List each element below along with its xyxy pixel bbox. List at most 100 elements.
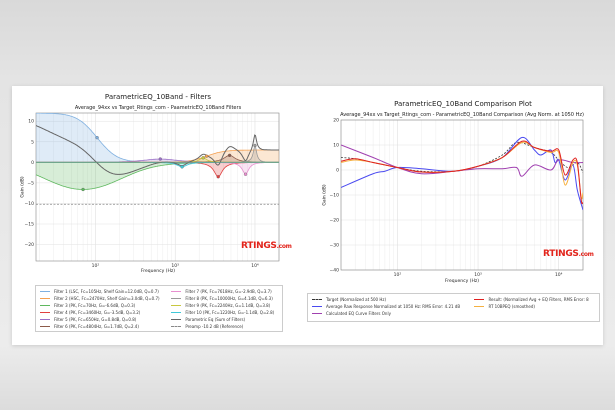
legend-swatch (171, 319, 182, 320)
legend-item-series-3: Calculated EQ Curve Filters Only (312, 310, 466, 317)
legend-label: Result: (Normalized Avg + EQ Filters, RM… (488, 297, 589, 302)
right-plot-area (341, 136, 583, 211)
legend-label: Preamp -10.2 dB (Reference) (185, 324, 244, 329)
legend-label: Calculated EQ Curve Filters Only (326, 311, 391, 316)
right-x-tick-label: 10³ (474, 272, 482, 278)
right-legend: Target (Normalized at 500 Hz) Average Raw… (307, 293, 600, 322)
right-chart-subtitle: Average_94xx vs Target_Rtings_com - Para… (340, 112, 584, 118)
legend-swatch (40, 291, 50, 292)
legend-item-filter-4: Filter 4 (PK, Fc=3460Hz, G=-3.5dB, Q=3.2… (40, 309, 163, 316)
legend-label: Filter 3 (PK, Fc=70Hz, G=-6.6dB, Q=0.3) (54, 303, 136, 308)
rtings-logo-right: RTINGS.com (543, 249, 594, 259)
legend-item-filter-9: Filter 9 (PK, Fc=2240Hz, G=1.1dB, Q=3.8) (171, 302, 278, 309)
right-x-axis-label: Frequency (Hz) (445, 279, 479, 284)
left-x-axis-label: Frequency (Hz) (141, 269, 175, 274)
filter-3-fill (36, 162, 279, 190)
legend-label: Filter 8 (PK, Fc=10000Hz, G=4.1dB, Q=6.3… (185, 296, 273, 301)
filter-10-marker (180, 165, 184, 169)
legend-swatch (171, 326, 182, 327)
filter-4-marker (216, 175, 220, 179)
legend-swatch (171, 291, 182, 292)
filter-1-fill (36, 113, 279, 163)
legend-swatch (40, 319, 50, 320)
legend-swatch (474, 299, 485, 300)
filter-2-marker (204, 154, 209, 158)
left-x-tick-label: 10⁴ (251, 263, 259, 269)
rtings-logo-left: RTINGS.com (241, 241, 292, 251)
legend-item-filter-7: Filter 7 (PK, Fc=7618Hz, G=-2.9dB, Q=3.7… (171, 288, 278, 295)
filter-7-marker (243, 172, 248, 176)
legend-label: Filter 6 (PK, Fc=4804Hz, G=1.7dB, Q=2.4) (54, 324, 139, 329)
legend-label: Filter 2 (HSC, Fc=2470Hz, Shelf Gain=3.0… (54, 296, 160, 301)
filter-5-marker (158, 157, 162, 161)
left-y-tick-label: 10 (28, 119, 34, 125)
left-y-tick-label: −20 (25, 242, 35, 248)
right-y-tick-label: −10 (330, 193, 340, 199)
legend-label: Filter 7 (PK, Fc=7618Hz, G=-2.9dB, Q=3.7… (185, 289, 272, 294)
legend-swatch (171, 305, 182, 306)
legend-label: Average Raw Response Normalized at 1050 … (326, 304, 461, 309)
legend-label: Filter 10 (PK, Fc=1220Hz, G=-1.1dB, Q=2.… (185, 310, 275, 315)
left-y-tick-label: 5 (31, 139, 34, 145)
legend-swatch (171, 298, 182, 299)
left-y-tick-label: −5 (27, 180, 34, 186)
filter-4-fill (36, 162, 279, 177)
left-y-tick-label: −15 (25, 222, 35, 228)
legend-swatch (40, 298, 50, 299)
legend-label: Target (Normalized at 500 Hz) (326, 297, 387, 302)
series-1-line (341, 141, 583, 173)
left-x-tick-label: 10³ (171, 263, 179, 269)
left-plot-frame (35, 112, 280, 262)
left-plot-area (36, 113, 279, 205)
right-y-tick-label: −40 (330, 268, 340, 274)
legend-swatch (474, 306, 485, 307)
legend-item-series-5: Result: (Normalized Avg + EQ Filters, RM… (474, 296, 595, 303)
filter-6-marker (227, 153, 232, 157)
legend-label: Filter 1 (LSC, Fc=105Hz, Shelf Gain=12.0… (54, 289, 159, 294)
legend-item-series-4: RT 10BPEQ (smoothed) (474, 303, 595, 310)
left-x-tick-label: 10² (92, 263, 100, 269)
legend-swatch (171, 312, 182, 313)
legend-swatch (312, 299, 322, 300)
right-x-tick-label: 10² (394, 272, 402, 278)
legend-item-filter-6: Filter 6 (PK, Fc=4804Hz, G=1.7dB, Q=2.4) (40, 323, 163, 330)
filter-8-marker (253, 143, 257, 148)
right-y-tick-label: −20 (330, 218, 340, 224)
legend-item-preamp: Preamp -10.2 dB (Reference) (171, 323, 278, 330)
left-chart-subtitle: Average_94xx vs Target_Rtings_com - Paam… (74, 105, 242, 111)
legend-swatch (40, 312, 50, 313)
legend-label: Filter 9 (PK, Fc=2240Hz, G=1.1dB, Q=3.8) (185, 303, 271, 308)
left-y-tick-label: −10 (25, 201, 35, 207)
legend-item-series-1: Target (Normalized at 500 Hz) (312, 296, 466, 303)
legend-swatch (312, 313, 322, 314)
right-y-tick-label: 0 (336, 168, 339, 174)
legend-swatch (40, 305, 50, 306)
series-5-line (341, 140, 583, 205)
legend-item-filter-3: Filter 3 (PK, Fc=70Hz, G=-6.6dB, Q=0.3) (40, 302, 163, 309)
legend-item-filter-1: Filter 1 (LSC, Fc=105Hz, Shelf Gain=12.0… (40, 288, 163, 295)
legend-item-filter-2: Filter 2 (HSC, Fc=2470Hz, Shelf Gain=3.0… (40, 295, 163, 302)
filter-5-fill (36, 159, 279, 163)
filter-3-marker (81, 187, 85, 192)
legend-label: RT 10BPEQ (smoothed) (488, 304, 535, 309)
legend-item-filter-10: Filter 10 (PK, Fc=1220Hz, G=-1.1dB, Q=2.… (171, 309, 278, 316)
filter-1-marker (95, 136, 99, 140)
right-y-tick-label: 20 (333, 118, 339, 124)
legend-item-sum: Parametric Eq (Sum of Filters) (171, 316, 278, 323)
legend-label: Parametric Eq (Sum of Filters) (185, 317, 246, 322)
legend-swatch (40, 326, 50, 327)
legend-label: Filter 5 (PK, Fc=650Hz, G=0.8dB, Q=0.8) (54, 317, 137, 322)
right-chart-title: ParametricEQ_10Band Comparison Plot (394, 100, 532, 108)
filter-9-marker (201, 156, 205, 160)
legend-label: Filter 4 (PK, Fc=3460Hz, G=-3.5dB, Q=3.2… (54, 310, 141, 315)
right-x-tick-label: 10⁴ (555, 272, 563, 278)
series-3-line (341, 144, 583, 177)
filter-7-fill (36, 162, 279, 175)
legend-swatch (312, 306, 322, 307)
right-y-tick-label: −30 (330, 243, 340, 249)
left-legend: Filter 1 (LSC, Fc=105Hz, Shelf Gain=12.0… (35, 285, 283, 332)
eq-sum-line (36, 125, 279, 175)
left-chart-title: ParametricEQ_10Band - Filters (104, 93, 212, 101)
left-y-tick-label: 0 (31, 160, 34, 166)
